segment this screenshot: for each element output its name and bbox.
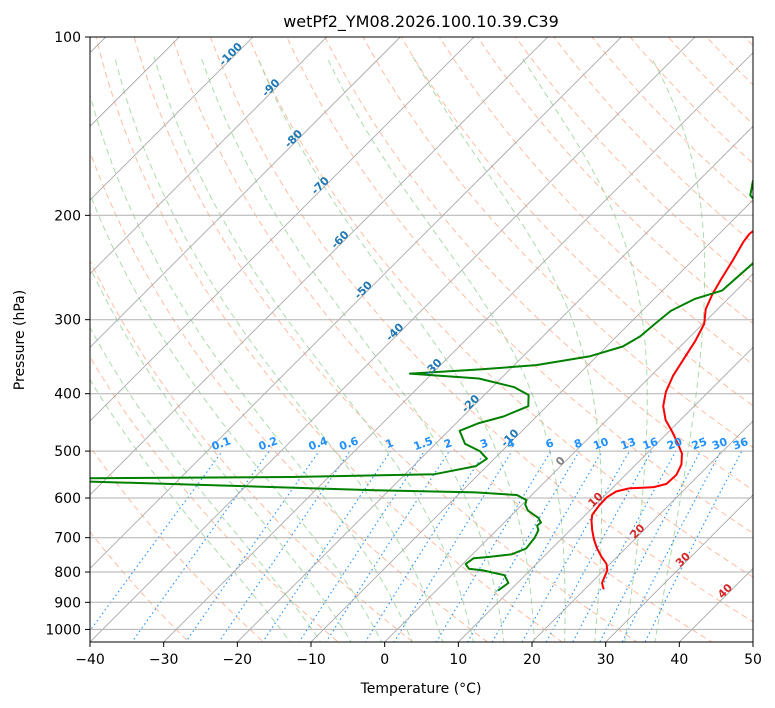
mixing-ratio-label: 8 [572,436,584,451]
isotherm-line [90,37,401,348]
y-tick-label: 100 [54,30,81,46]
dry-adiabat-line [515,37,753,284]
temperature-profile-line [590,229,753,590]
mixing-ratio-label: 25 [690,435,709,452]
dry-adiabat-line [90,259,414,642]
mixing-ratio-label: 20 [665,435,684,453]
y-tick-label: 600 [54,491,81,507]
moist-adiabat-line [521,56,648,642]
isotherm-line [163,52,753,642]
dewpoint-profile-line [90,179,753,592]
chart-title: wetPf2_YM08.2026.100.10.39.C39 [283,12,559,32]
dry-adiabat-line [248,37,753,578]
y-tick-label: 300 [54,313,81,329]
dry-adiabat-line [591,37,753,204]
axes-ticks: −40 −30 −20 −10 0 10 20 30 40 50 1000 900 800 700 600 5… [45,30,762,668]
dry-adiabat-line [95,37,564,642]
x-tick-label: −10 [296,652,326,668]
dry-adiabat-line [553,37,753,244]
mixing-ratio-label: 0.1 [210,434,233,453]
mixing-ratio-label: 1.5 [412,434,435,453]
mixing-ratio-label: 16 [641,435,660,453]
mixing-ratio-label: 10 [591,435,610,453]
dry-adiabat-line [362,37,753,449]
y-tick-label: 200 [54,208,81,224]
dry-adiabat-line [400,37,753,407]
moist-adiabat-line [256,56,535,642]
mixing-ratio-label: 2 [442,436,454,451]
y-tick-label: 1000 [45,622,81,638]
dry-adiabat-line [171,37,713,642]
isotherm-line [531,420,753,642]
isotherm-line [90,37,254,201]
isotherm-line [457,346,753,642]
isobars [90,37,753,630]
moist-adiabat-line [326,56,566,642]
x-tick-label: 50 [744,652,762,668]
x-axis-label: Temperature (°C) [360,681,482,697]
y-axis-label: Pressure (hPa) [12,290,28,390]
dry-adiabat-line [90,531,190,642]
y-tick-label: 400 [54,387,81,403]
x-tick-label: −30 [149,652,179,668]
mixing-ratio-label: 6 [544,436,556,451]
x-tick-label: 20 [523,652,541,668]
y-tick-label: 900 [54,595,81,611]
mixing-ratio-label: 36 [731,435,750,453]
x-tick-label: −20 [223,652,253,668]
isotherm-line [90,37,180,127]
x-tick-label: 10 [449,652,467,668]
mixing-ratio-label: 1 [384,436,396,451]
isotherm-line [90,37,696,642]
mixing-ratio-label: 30 [710,435,729,453]
moist-adiabat-line [90,326,322,642]
y-tick-label: 700 [54,531,81,547]
isotherms [90,37,753,642]
profiles [90,179,753,592]
mixing-ratio-label: 13 [619,435,638,452]
isotherm-line [236,125,753,642]
isotherm-line [90,37,328,275]
mixing-ratio-label: 0.2 [257,434,280,453]
mixing-ratio-label: 0.4 [307,434,330,453]
y-tick-label: 500 [54,444,81,460]
moist-adiabat-line [90,92,413,642]
dry-adiabats [90,37,753,642]
moist-adiabat-line [90,266,352,642]
plot-area: -100-90-80-70-60-50-40-30-20-10010203040… [90,37,753,642]
isotherm-line [310,199,753,642]
mixing-ratio-label: 3 [478,436,490,451]
x-tick-label: 40 [670,652,688,668]
isotherm-line [90,37,622,570]
isotherm-line [90,37,475,422]
dry-adiabat-line [133,37,638,642]
moist-adiabat-line [114,56,444,642]
dry-adiabat-line [209,37,753,623]
moist-adiabat-line [200,56,505,642]
isotherm-line [605,494,753,642]
x-tick-label: −40 [75,652,105,668]
mixing-ratio-label: 4 [505,436,517,451]
mixing-ratio-label: 0.6 [338,434,361,453]
isotherm-line [384,273,753,642]
dry-adiabat-line [324,37,753,491]
plot-frame [89,36,754,643]
x-tick-label: 30 [597,652,615,668]
dry-adiabat-line [90,356,339,642]
isotherm-line [90,37,549,496]
y-tick-label: 800 [54,565,81,581]
x-tick-label: 0 [380,652,389,668]
moist-adiabat-line [153,56,474,642]
